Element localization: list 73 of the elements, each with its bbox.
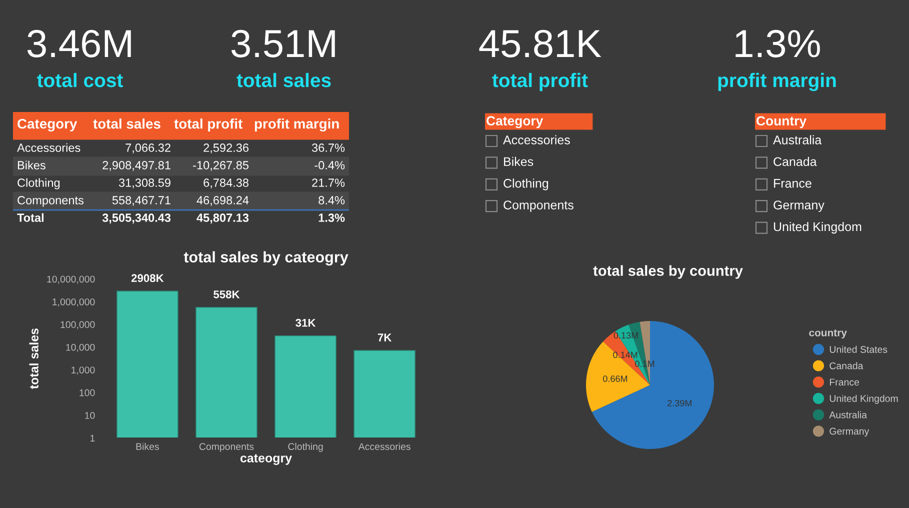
text: 21.7%: [312, 178, 345, 187]
data-label: 2908K: [131, 274, 164, 282]
chart-title: total sales by country: [593, 265, 743, 279]
y-tick-label: 10,000: [66, 344, 95, 352]
y-axis-title: total sales: [29, 328, 38, 389]
category-label: total sales: [93, 118, 160, 129]
text: 1.3%: [736, 30, 820, 58]
text: 558,467.71: [112, 196, 170, 206]
data-label: 7K: [378, 334, 392, 342]
pie-slice: [592, 321, 714, 449]
text: 1.3%: [318, 214, 345, 222]
y-tick-label: 1,000,000: [52, 298, 95, 306]
category-label: Australia: [773, 135, 822, 144]
category-label: Bikes: [504, 156, 534, 166]
legend-title: country: [809, 330, 847, 338]
text: 45.81K: [479, 30, 602, 58]
x-tick-label: Accessories: [358, 442, 410, 450]
category-label: profit margin: [254, 118, 339, 132]
category-label: Components: [18, 196, 84, 207]
text: 6,784.38: [204, 178, 248, 188]
category-label: Category: [18, 118, 78, 132]
text: 3,505,340.43: [102, 214, 171, 224]
category-label: Clothing: [504, 178, 548, 190]
legend-label: Germany: [830, 428, 870, 437]
category-label: Total: [17, 213, 44, 222]
x-tick-label: Bikes: [136, 442, 159, 450]
legend-label: Australia: [829, 411, 867, 418]
category-label: Germany: [774, 200, 824, 212]
text: -0.4%: [314, 161, 345, 170]
text: total cost: [37, 72, 123, 88]
legend-label: United Kingdom: [830, 394, 898, 404]
data-label: 558K: [214, 290, 240, 298]
category-label: Canada: [774, 156, 817, 166]
category-label: Clothing: [18, 178, 60, 190]
text: 45,807.13: [196, 214, 249, 224]
data-label: 2.39M: [668, 400, 692, 406]
y-tick-label: 10: [85, 412, 95, 419]
text: 3.51M: [231, 30, 335, 58]
data-label: 31K: [296, 318, 316, 327]
y-tick-label: 1: [90, 434, 95, 442]
x-axis-title: cateogry: [240, 454, 292, 465]
y-tick-label: 100: [80, 389, 95, 396]
text: 36.7%: [312, 144, 345, 152]
legend-label: France: [830, 378, 859, 386]
text: total sales: [236, 72, 331, 88]
text: profit margin: [718, 72, 836, 92]
text: Country: [756, 116, 807, 128]
text: total profit: [492, 72, 588, 92]
text: 3.46M: [27, 30, 131, 58]
text: Category: [486, 116, 544, 128]
data-label: 0.66M: [603, 376, 628, 382]
chart-title: total sales by cateogry: [184, 251, 348, 266]
y-tick-label: 100,000: [60, 321, 95, 330]
x-tick-label: Components: [199, 443, 254, 452]
text: -10,267.85: [193, 161, 249, 171]
y-tick-label: 1,000: [72, 366, 95, 375]
category-label: France: [774, 179, 812, 188]
text: 31,308.59: [118, 178, 170, 188]
text: 46,698.24: [196, 196, 249, 206]
category-label: Accessories: [503, 135, 570, 144]
category-label: total profit: [174, 118, 242, 132]
category-label: Accessories: [17, 143, 80, 152]
legend-label: Canada: [830, 362, 864, 370]
text: 2,592.36: [204, 144, 248, 154]
text: 8.4%: [318, 196, 345, 204]
text: 7,066.32: [126, 144, 170, 154]
text: 2,908,497.81: [102, 161, 170, 171]
y-tick-label: 10,000,000: [47, 276, 95, 284]
legend-label: United States: [830, 346, 888, 353]
category-label: United Kingdom: [774, 222, 862, 234]
category-label: Bikes: [18, 160, 46, 170]
category-label: Components: [504, 200, 574, 212]
x-tick-label: Clothing: [288, 442, 323, 452]
